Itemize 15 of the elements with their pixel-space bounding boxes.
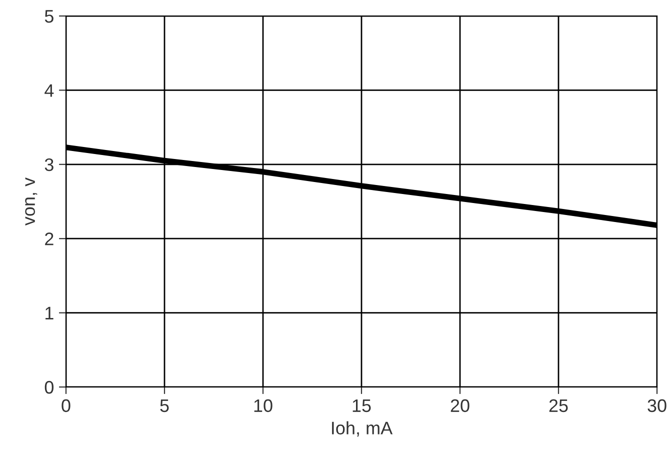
x-tick-label: 20 <box>450 399 470 412</box>
y-tick-label: 3 <box>44 158 54 172</box>
y-tick-label: 2 <box>45 232 54 246</box>
x-tick-label: 0 <box>62 399 70 412</box>
y-tick-label: 1 <box>46 306 54 320</box>
y-tick-label: 4 <box>44 84 54 97</box>
x-tick-label: 15 <box>352 399 371 412</box>
y-tick-label: 0 <box>44 380 54 394</box>
x-tick-label: 25 <box>549 399 568 412</box>
x-tick-label: 10 <box>254 399 272 412</box>
x-axis-title: Ioh, mA <box>332 421 393 437</box>
x-tick-label: 5 <box>160 399 169 412</box>
y-tick-label: 5 <box>44 10 54 23</box>
y-axis-title: von, v <box>25 177 38 226</box>
x-tick-label: 30 <box>648 399 666 412</box>
